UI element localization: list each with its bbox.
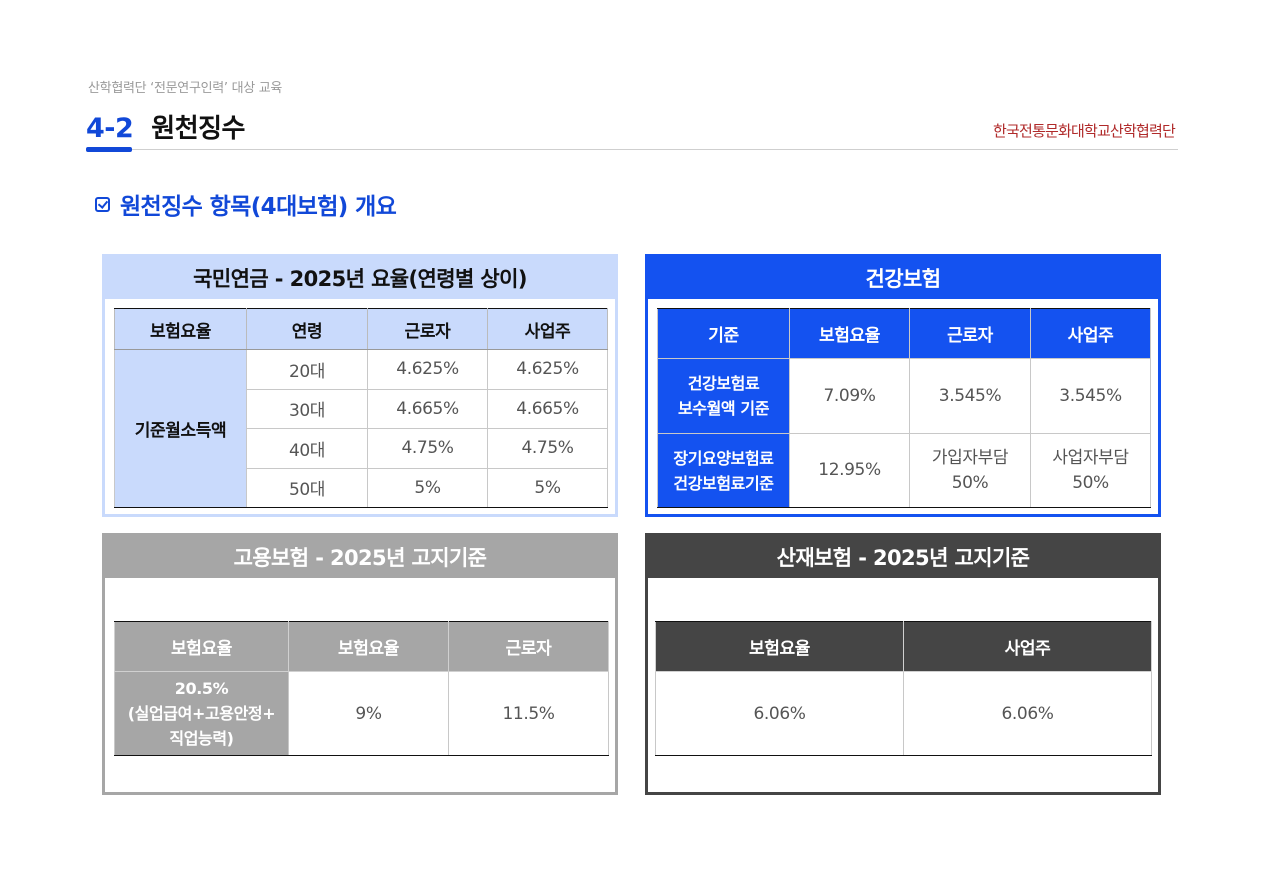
employer-rate-cell: 4.625% <box>487 349 608 390</box>
worker-rate-cell: 가입자부담 50% <box>909 433 1031 508</box>
header-cell: 사업주 <box>487 308 608 350</box>
age-cell: 50대 <box>246 467 368 508</box>
table-row: 건강보험료 보수월액 기준 7.09% 3.545% 3.545% <box>657 358 1151 434</box>
table-row: 20.5% (실업급여+고용안정+ 직업능력) 9% 11.5% <box>114 671 609 756</box>
row-header-cell: 기준월소득액 <box>114 349 247 508</box>
table-header-row: 보험요율 사업주 <box>655 621 1152 672</box>
industrial-panel: 산재보험 - 2025년 고지기준 보험요율 사업주 6.06% 6.06% <box>645 533 1161 795</box>
employer-rate-cell: 사업자부담 50% <box>1030 433 1151 508</box>
section-number: 4-2 <box>86 113 134 144</box>
age-cell: 30대 <box>246 388 368 429</box>
header-cell: 연령 <box>246 308 368 350</box>
header-cell: 사업주 <box>903 621 1152 672</box>
section-title: 원천징수 <box>151 114 245 144</box>
row-header-cell: 20.5% (실업급여+고용안정+ 직업능력) <box>114 671 289 756</box>
table-row: 기준월소득액 20대 4.625% 4.625% <box>114 349 608 508</box>
header-cell: 근로자 <box>367 308 488 350</box>
worker-rate-cell: 5% <box>367 467 488 508</box>
table-header-row: 보험요율 보험요율 근로자 <box>114 621 609 672</box>
header-divider <box>86 149 1178 150</box>
topic-heading: 원천징수 항목(4대보험) 개요 <box>95 187 397 221</box>
section-header: 4-2 원천징수 <box>86 108 245 145</box>
pension-table: 보험요율 연령 근로자 사업주 기준월소득액 20대 4.625% 4.625%… <box>114 308 608 508</box>
header-cell: 보험요율 <box>288 621 449 672</box>
age-cell: 40대 <box>246 428 368 469</box>
header-cell: 보험요율 <box>114 621 289 672</box>
industrial-table: 보험요율 사업주 6.06% 6.06% <box>655 621 1152 756</box>
row-header-cell: 건강보험료 보수월액 기준 <box>657 358 790 434</box>
header-cell: 보험요율 <box>789 308 910 359</box>
employer-rate-cell: 4.75% <box>487 428 608 469</box>
row-header-line: 보수월액 기준 <box>677 399 770 418</box>
document-subtitle: 산학협력단 ‘전문연구인력’ 대상 교육 <box>88 81 283 96</box>
table-row: 장기요양보험료 건강보험료기준 12.95% 가입자부담 50% 사업자부담 5… <box>657 433 1151 508</box>
cell-line: 50% <box>1072 472 1109 493</box>
worker-rate-cell: 4.625% <box>367 349 488 390</box>
row-header-cell: 장기요양보험료 건강보험료기준 <box>657 433 790 508</box>
header-cell: 근로자 <box>448 621 609 672</box>
pension-panel: 국민연금 - 2025년 요율(연령별 상이) 보험요율 연령 근로자 사업주 … <box>102 254 618 517</box>
row-header-line: 건강보험료 <box>687 374 760 393</box>
worker-rate-cell: 4.665% <box>367 388 488 429</box>
rate-cell: 9% <box>288 671 449 756</box>
row-header-line: 직업능력) <box>169 729 234 748</box>
worker-rate-cell: 3.545% <box>909 358 1031 434</box>
employer-rate-cell: 3.545% <box>1030 358 1151 434</box>
pension-title: 국민연금 - 2025년 요율(연령별 상이) <box>105 257 615 299</box>
row-header-line: 장기요양보험료 <box>673 448 774 468</box>
worker-rate-cell: 4.75% <box>367 428 488 469</box>
row-header-line: 건강보험료기준 <box>673 473 774 493</box>
header-accent-bar <box>86 147 132 152</box>
health-panel: 건강보험 기준 보험요율 근로자 사업주 건강보험료 보수월액 기준 7.09%… <box>645 254 1161 517</box>
header-cell: 보험요율 <box>114 308 247 350</box>
header-cell: 기준 <box>657 308 790 359</box>
cell-line: 50% <box>951 472 989 493</box>
table-row: 50대 5% 5% <box>115 467 608 508</box>
header-cell: 보험요율 <box>655 621 904 672</box>
employment-panel: 고용보험 - 2025년 고지기준 보험요율 보험요율 근로자 20.5% (실… <box>102 533 618 795</box>
health-title: 건강보험 <box>648 257 1158 299</box>
employer-rate-cell: 5% <box>487 467 608 508</box>
brand-logo-text: 한국전통문화대학교산학협력단 <box>992 122 1176 140</box>
header-cell: 근로자 <box>909 308 1031 359</box>
table-header-row: 기준 보험요율 근로자 사업주 <box>657 308 1151 359</box>
age-cell: 20대 <box>246 349 368 390</box>
rate-cell: 7.09% <box>789 358 910 434</box>
cell-line: 가입자부담 <box>931 447 1009 468</box>
checkbox-icon <box>95 196 110 212</box>
employer-rate-cell: 4.665% <box>487 388 608 429</box>
employment-title: 고용보험 - 2025년 고지기준 <box>105 536 615 578</box>
table-row: 40대 4.75% 4.75% <box>115 428 608 469</box>
employment-table: 보험요율 보험요율 근로자 20.5% (실업급여+고용안정+ 직업능력) 9%… <box>114 621 609 756</box>
employer-rate-cell: 6.06% <box>903 671 1152 756</box>
table-row: 30대 4.665% 4.665% <box>115 388 608 429</box>
header-cell: 사업주 <box>1030 308 1151 359</box>
rate-cell: 12.95% <box>789 433 910 508</box>
rate-cell: 6.06% <box>655 671 904 756</box>
table-row: 6.06% 6.06% <box>655 671 1152 756</box>
topic-text: 원천징수 항목(4대보험) 개요 <box>120 194 397 220</box>
row-header-line: (실업급여+고용안정+ <box>127 704 276 723</box>
row-header-line: 20.5% <box>174 679 229 698</box>
cell-line: 사업자부담 <box>1052 447 1129 468</box>
table-header-row: 보험요율 연령 근로자 사업주 <box>114 308 608 350</box>
industrial-title: 산재보험 - 2025년 고지기준 <box>648 536 1158 578</box>
health-table: 기준 보험요율 근로자 사업주 건강보험료 보수월액 기준 7.09% 3.54… <box>657 308 1151 508</box>
worker-rate-cell: 11.5% <box>448 671 609 756</box>
